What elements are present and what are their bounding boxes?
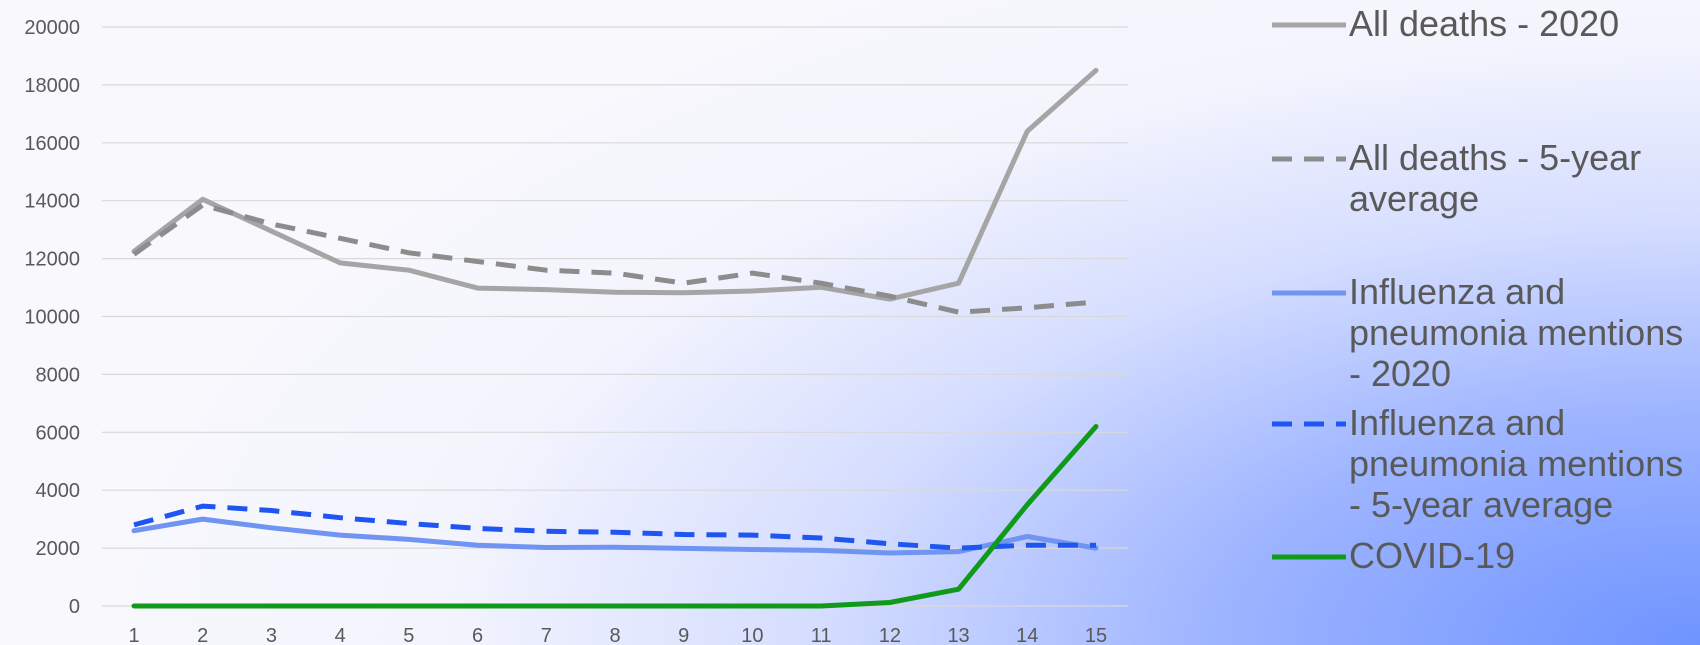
gridlines bbox=[102, 27, 1128, 606]
series-lines bbox=[134, 70, 1096, 606]
x-tick-label: 4 bbox=[335, 625, 346, 645]
legend-label: All deaths - 5-year bbox=[1349, 137, 1641, 178]
x-tick-label: 13 bbox=[947, 625, 969, 645]
x-tick-label: 12 bbox=[879, 625, 901, 645]
y-tick-label: 18000 bbox=[24, 75, 80, 97]
y-tick-label: 2000 bbox=[36, 538, 81, 560]
legend-label: All deaths - 2020 bbox=[1349, 3, 1619, 44]
x-tick-label: 15 bbox=[1085, 625, 1107, 645]
y-tick-label: 16000 bbox=[24, 133, 80, 155]
y-tick-label: 4000 bbox=[36, 480, 81, 502]
y-axis-tick-labels: 0 2000 4000 6000 8000 10000 12000 14000 16000 180… bbox=[24, 17, 80, 618]
y-tick-label: 14000 bbox=[24, 191, 80, 213]
y-tick-label: 10000 bbox=[24, 307, 80, 329]
y-tick-label: 8000 bbox=[36, 364, 81, 386]
legend-label: pneumonia mentions bbox=[1349, 443, 1683, 484]
y-tick-label: 0 bbox=[69, 596, 80, 618]
x-tick-label: 5 bbox=[403, 625, 414, 645]
legend-label: average bbox=[1349, 178, 1479, 219]
y-tick-label: 12000 bbox=[24, 249, 80, 271]
legend-entry-covid-19: COVID-19 bbox=[1272, 535, 1515, 576]
legend-label: Influenza and bbox=[1349, 402, 1565, 443]
legend-label: - 2020 bbox=[1349, 353, 1451, 394]
x-tick-label: 3 bbox=[266, 625, 277, 645]
legend-label: Influenza and bbox=[1349, 271, 1565, 312]
x-tick-label: 2 bbox=[197, 625, 208, 645]
legend-label: COVID-19 bbox=[1349, 535, 1515, 576]
legend: All deaths - 2020 All deaths - 5-yearaver… bbox=[1272, 3, 1683, 576]
x-axis-tick-labels: 1 2 3 4 5 6 7 8 9 10 11 12 13 14 15 bbox=[128, 625, 1107, 645]
x-tick-label: 6 bbox=[472, 625, 483, 645]
x-tick-label: 8 bbox=[609, 625, 620, 645]
x-tick-label: 10 bbox=[741, 625, 763, 645]
legend-entry-all-deaths-2020: All deaths - 2020 bbox=[1272, 3, 1619, 44]
y-tick-label: 20000 bbox=[24, 17, 80, 39]
x-tick-label: 11 bbox=[811, 625, 832, 645]
series-line-covid-19 bbox=[134, 427, 1096, 607]
x-tick-label: 7 bbox=[541, 625, 552, 645]
x-tick-label: 9 bbox=[678, 625, 689, 645]
x-tick-label: 14 bbox=[1016, 625, 1038, 645]
series-line-all-deaths-2020 bbox=[134, 70, 1096, 299]
y-tick-label: 6000 bbox=[36, 422, 81, 444]
legend-label: pneumonia mentions bbox=[1349, 312, 1683, 353]
x-tick-label: 1 bbox=[128, 625, 139, 645]
legend-label: - 5-year average bbox=[1349, 484, 1613, 525]
